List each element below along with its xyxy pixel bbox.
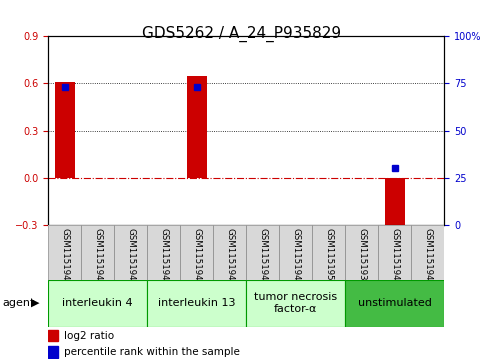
Text: agent: agent [2, 298, 35, 308]
FancyBboxPatch shape [180, 225, 213, 280]
FancyBboxPatch shape [48, 280, 147, 327]
Text: GSM1151943: GSM1151943 [159, 228, 168, 286]
Text: tumor necrosis
factor-α: tumor necrosis factor-α [254, 292, 338, 314]
Text: GSM1151946: GSM1151946 [291, 228, 300, 286]
Text: interleukin 13: interleukin 13 [158, 298, 236, 308]
FancyBboxPatch shape [48, 225, 81, 280]
FancyBboxPatch shape [213, 225, 246, 280]
FancyBboxPatch shape [81, 225, 114, 280]
Text: GSM1151944: GSM1151944 [192, 228, 201, 286]
Bar [187, 76, 207, 178]
Text: GSM1151939: GSM1151939 [357, 228, 366, 286]
Text: GDS5262 / A_24_P935829: GDS5262 / A_24_P935829 [142, 25, 341, 42]
FancyBboxPatch shape [246, 225, 279, 280]
Text: GSM1151947: GSM1151947 [424, 228, 432, 286]
Text: GSM1151948: GSM1151948 [127, 228, 135, 286]
FancyBboxPatch shape [147, 280, 246, 327]
Bar [55, 82, 75, 178]
FancyBboxPatch shape [147, 225, 180, 280]
Text: interleukin 4: interleukin 4 [62, 298, 133, 308]
Bar [48, 330, 58, 341]
Text: log2 ratio: log2 ratio [64, 331, 114, 341]
Text: GSM1151950: GSM1151950 [325, 228, 333, 286]
FancyBboxPatch shape [114, 225, 147, 280]
FancyBboxPatch shape [412, 225, 444, 280]
Text: GSM1151945: GSM1151945 [258, 228, 267, 286]
Bar [385, 178, 405, 238]
FancyBboxPatch shape [279, 225, 313, 280]
Text: GSM1151949: GSM1151949 [226, 228, 234, 286]
FancyBboxPatch shape [246, 280, 345, 327]
Text: GSM1151942: GSM1151942 [93, 228, 102, 286]
FancyBboxPatch shape [313, 225, 345, 280]
FancyBboxPatch shape [378, 225, 412, 280]
Bar [48, 346, 58, 358]
FancyBboxPatch shape [345, 225, 378, 280]
Text: percentile rank within the sample: percentile rank within the sample [64, 347, 240, 357]
Text: unstimulated: unstimulated [358, 298, 432, 308]
Text: GSM1151941: GSM1151941 [60, 228, 69, 286]
Text: ▶: ▶ [31, 298, 40, 308]
Text: GSM1151940: GSM1151940 [390, 228, 399, 286]
FancyBboxPatch shape [345, 280, 444, 327]
